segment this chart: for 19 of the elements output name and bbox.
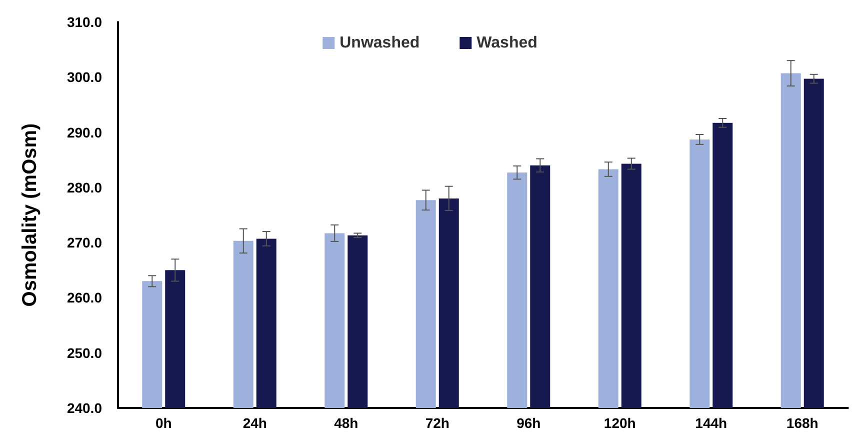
y-tick-label: 270.0 (66, 234, 102, 251)
x-tick-label: 72h (425, 415, 450, 431)
x-tick-label: 120h (604, 415, 636, 431)
y-tick-label: 280.0 (66, 179, 102, 196)
x-tick-label: 0h (155, 415, 172, 431)
x-tick-label: 168h (786, 415, 818, 431)
x-tick-label: 96h (516, 415, 541, 431)
y-tick-label: 310.0 (66, 14, 102, 30)
y-tick-label: 290.0 (66, 124, 102, 140)
y-tick-label: 300.0 (66, 69, 102, 86)
legend-label: Unwashed (340, 34, 420, 52)
x-tick-label: 144h (695, 415, 728, 431)
x-tick-label: 24h (242, 415, 267, 431)
y-tick-label: 250.0 (66, 344, 102, 361)
legend-label: Washed (476, 34, 538, 52)
y-tick-label: 240.0 (66, 400, 102, 416)
y-tick-label: 260.0 (66, 290, 102, 306)
y-axis-title: Osmolality (mOsm) (19, 123, 41, 307)
x-tick-label: 48h (334, 415, 358, 431)
